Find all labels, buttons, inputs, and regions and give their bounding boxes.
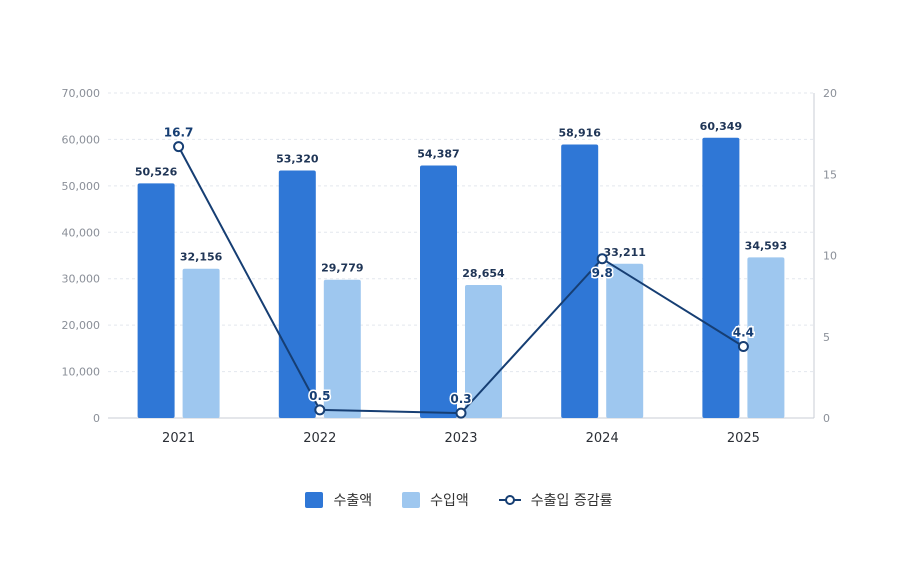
bar-1-0 [182,268,220,418]
bar-label: 32,156 [180,251,223,264]
bar-1-4 [747,257,785,418]
growth-rate-line [177,146,744,415]
growth-rate-label: 9.8 [592,266,613,280]
right-tick-label: 5 [823,331,830,344]
bar-1-2 [465,284,502,418]
legend-label-export: 수출액 [333,493,373,509]
bar-0-3 [561,144,599,418]
category-label: 2022 [303,431,336,446]
bar-0-1 [278,170,316,418]
category-label: 2024 [586,431,619,446]
legend-swatch-import [402,492,421,508]
bar-label: 60,349 [700,120,742,133]
legend: 수출액 수입액 수출입 증감률 [0,490,918,510]
right-tick-label: 20 [823,87,837,100]
bar-label: 33,211 [603,246,645,259]
legend-item-import[interactable]: 수입액 [402,490,469,510]
growth-rate-label: 0.3 [450,392,471,406]
growth-rate-label: 4.4 [733,326,754,340]
growth-rate-point [314,404,326,416]
bar-1-3 [606,263,644,418]
bar-0-0 [137,183,175,418]
right-tick-label: 0 [823,412,830,425]
growth-rate-point [737,341,749,352]
category-label: 2021 [162,431,195,446]
bar-label: 54,387 [417,147,459,160]
left-tick-label: 40,000 [62,226,101,239]
bar-label: 29,779 [321,262,363,275]
bar-0-2 [420,165,457,418]
left-tick-label: 0 [93,412,100,425]
left-tick-label: 70,000 [62,87,101,100]
left-tick-label: 50,000 [62,180,101,193]
legend-swatch-export [305,492,324,508]
category-label: 2023 [444,431,477,446]
growth-rate-point [455,407,467,419]
bar-0-4 [702,137,740,418]
legend-swatch-growth-rate [498,494,521,506]
growth-rate-label: 16.7 [164,126,194,140]
growth-rate-point [173,141,185,153]
bar-label: 50,526 [135,165,178,178]
bar-label: 53,320 [276,152,319,165]
growth-rate-point [596,253,608,265]
legend-item-growth-rate[interactable]: 수출입 증감률 [498,490,613,510]
category-label: 2025 [727,431,760,446]
left-tick-label: 20,000 [62,319,101,332]
right-tick-label: 10 [823,250,837,263]
bar-1-1 [323,279,361,418]
left-tick-label: 30,000 [62,273,101,286]
growth-rate-label: 0.5 [309,389,330,403]
bar-label: 58,916 [558,126,601,139]
right-tick-label: 15 [823,168,837,181]
legend-label-growth-rate: 수출입 증감률 [530,493,613,509]
legend-label-import: 수입액 [430,493,469,509]
bar-label: 34,593 [745,239,787,252]
legend-item-export[interactable]: 수출액 [305,490,372,510]
left-tick-label: 10,000 [62,366,101,379]
bar-label: 28,654 [462,267,505,280]
left-tick-label: 60,000 [62,133,101,146]
